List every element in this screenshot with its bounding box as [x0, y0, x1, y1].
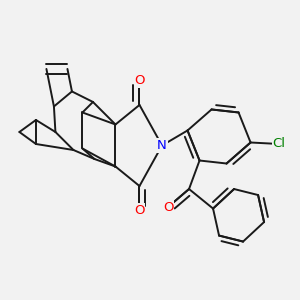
Text: Cl: Cl [273, 137, 286, 151]
Text: O: O [134, 203, 145, 217]
Text: O: O [163, 200, 173, 214]
Text: N: N [157, 139, 167, 152]
Text: O: O [134, 74, 145, 87]
